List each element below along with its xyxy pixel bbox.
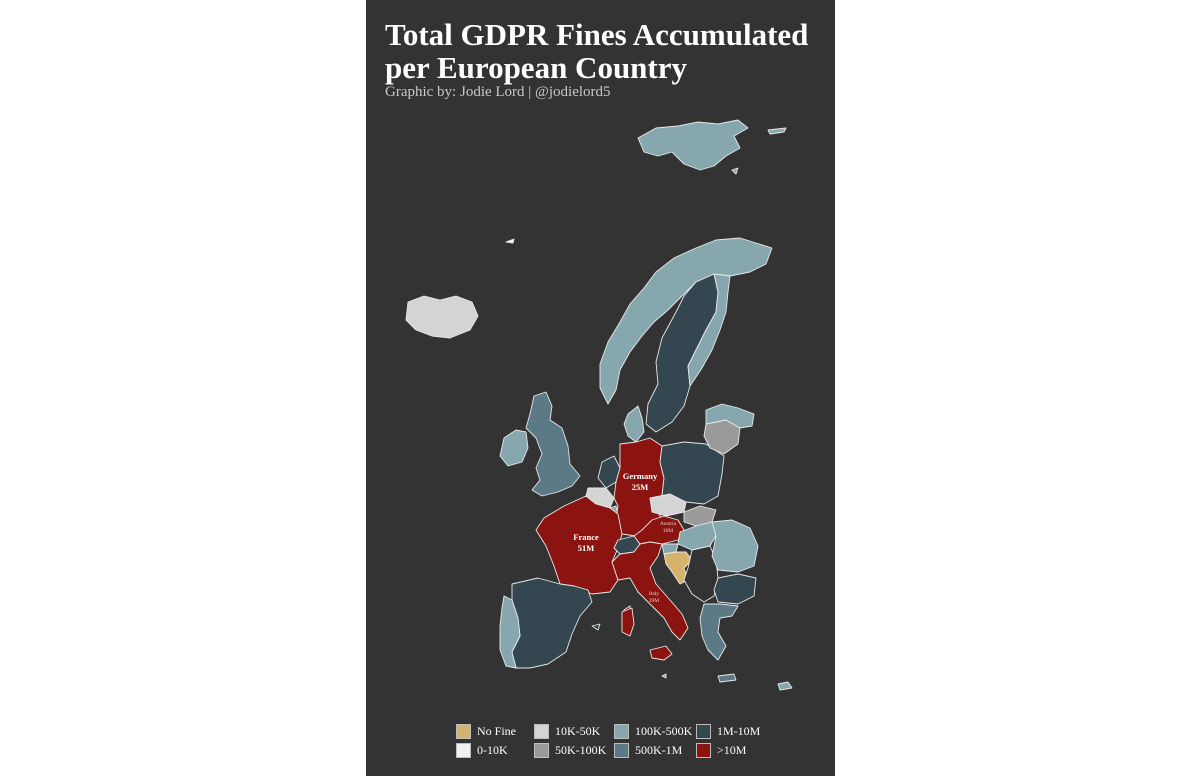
country-norway bbox=[599, 237, 773, 405]
label-austria-value: 18M bbox=[663, 528, 674, 534]
legend-label: 50K-100K bbox=[555, 742, 607, 757]
country-sicily bbox=[649, 645, 673, 661]
country-italy bbox=[611, 541, 689, 641]
country-cyprus bbox=[777, 681, 793, 691]
islet-jan-mayen bbox=[505, 238, 515, 244]
country-poland bbox=[659, 441, 725, 505]
label-italy-name: Italy bbox=[649, 591, 659, 597]
country-svalbard bbox=[637, 119, 749, 171]
legend-item: 1M-10M bbox=[696, 722, 766, 740]
country-bulgaria bbox=[713, 573, 757, 605]
country-iceland bbox=[405, 295, 479, 339]
country-ireland bbox=[499, 429, 529, 467]
map-subtitle: Graphic by: Jodie Lord | @jodielord5 bbox=[385, 84, 611, 100]
legend-label: 10K-50K bbox=[555, 723, 601, 738]
label-germany-value: 25M bbox=[632, 482, 649, 492]
legend-label: >10M bbox=[717, 742, 747, 757]
country-svalbard-island bbox=[767, 127, 787, 135]
country-sardinia bbox=[621, 607, 635, 637]
title-line-2: per European Country bbox=[385, 50, 688, 85]
map-panel: Total GDPR Fines Accumulated per Europea… bbox=[366, 0, 835, 776]
legend-swatch bbox=[614, 742, 629, 758]
legend-item: 500K-1M bbox=[614, 741, 696, 759]
islet-malta bbox=[661, 673, 667, 679]
legend-swatch bbox=[696, 742, 711, 758]
legend-label: 0-10K bbox=[477, 742, 508, 757]
legend-swatch bbox=[456, 742, 471, 758]
legend-item: 100K-500K bbox=[614, 722, 696, 740]
title-line-1: Total GDPR Fines Accumulated bbox=[385, 17, 809, 52]
country-portugal bbox=[499, 595, 521, 669]
country-spain bbox=[511, 577, 593, 669]
legend-label: 100K-500K bbox=[635, 723, 693, 738]
legend-swatch bbox=[456, 723, 471, 739]
legend-swatch bbox=[696, 723, 711, 739]
legend-item: >10M bbox=[696, 741, 766, 759]
label-germany-name: Germany bbox=[623, 471, 658, 481]
legend-label: 500K-1M bbox=[635, 742, 683, 757]
europe-map: Germany 25M France 51M Austria 18M Italy… bbox=[405, 119, 793, 691]
country-hungary bbox=[677, 521, 719, 551]
country-crete bbox=[717, 673, 737, 683]
legend-item: 0-10K bbox=[456, 741, 534, 759]
legend-swatch bbox=[614, 723, 629, 739]
map-legend: No Fine 0-10K 10K-50K 50K-100K 100K-500K… bbox=[456, 722, 766, 759]
country-romania bbox=[711, 519, 759, 573]
legend-label: No Fine bbox=[477, 723, 516, 738]
label-austria-name: Austria bbox=[660, 521, 677, 527]
islet-balearics bbox=[591, 623, 601, 631]
legend-item: No Fine bbox=[456, 722, 534, 740]
legend-item: 50K-100K bbox=[534, 741, 614, 759]
legend-label: 1M-10M bbox=[717, 723, 761, 738]
country-greece bbox=[699, 603, 739, 661]
country-france bbox=[535, 495, 623, 595]
country-united-kingdom bbox=[525, 391, 581, 497]
country-latvia bbox=[705, 403, 755, 429]
label-france-name: France bbox=[573, 532, 599, 542]
country-denmark bbox=[623, 405, 645, 443]
legend-swatch bbox=[534, 723, 549, 739]
label-france-value: 51M bbox=[578, 543, 595, 553]
legend-swatch bbox=[534, 742, 549, 758]
country-finland bbox=[687, 273, 731, 387]
label-italy-value: 39M bbox=[649, 598, 660, 604]
country-svalbard-islet bbox=[731, 167, 739, 175]
legend-item: 10K-50K bbox=[534, 722, 614, 740]
map-title: Total GDPR Fines Accumulated per Europea… bbox=[385, 18, 825, 84]
